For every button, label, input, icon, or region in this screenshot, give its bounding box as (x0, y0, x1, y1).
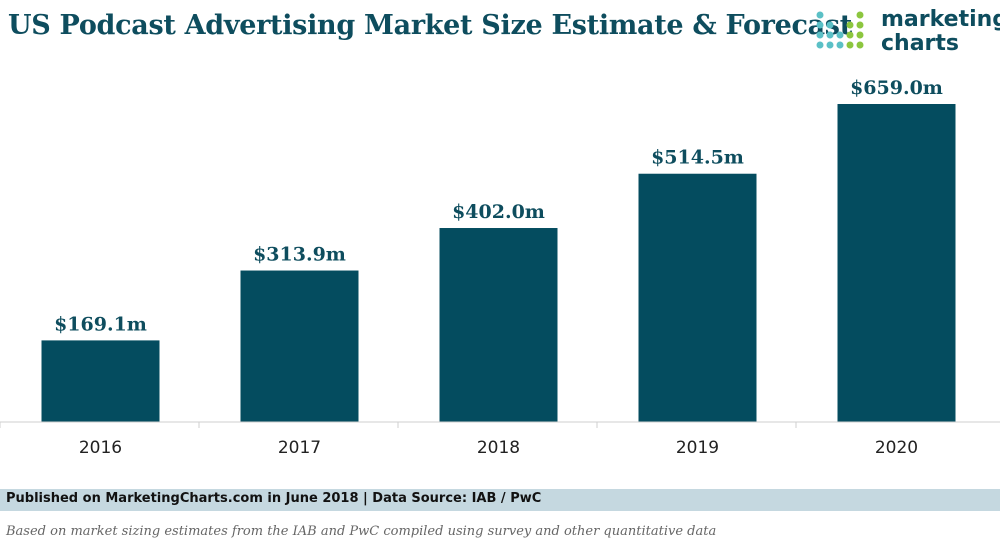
logo-dots-icon (816, 11, 864, 49)
bar-value-label-2016: $169.1m (54, 313, 147, 335)
chart-title: US Podcast Advertising Market Size Estim… (8, 10, 852, 41)
bar-2017 (240, 270, 359, 422)
marketingcharts-logo[interactable]: marketing charts (815, 8, 1000, 60)
footer-source-bar: Published on MarketingCharts.com in June… (0, 489, 1000, 511)
bar-value-label-2018: $402.0m (452, 201, 545, 223)
bar-2020 (837, 104, 956, 422)
bar-value-label-2020: $659.0m (850, 77, 943, 99)
footnote-text: Based on market sizing estimates from th… (6, 524, 717, 539)
logo-text: marketing charts (881, 8, 1000, 56)
x-tick-label-2016: 2016 (79, 438, 122, 458)
published-source-text: Published on MarketingCharts.com in June… (6, 491, 542, 506)
bar-2019 (638, 173, 757, 422)
bar-value-label-2019: $514.5m (651, 147, 744, 169)
bar-value-label-2017: $313.9m (253, 244, 346, 266)
logo-text-line2: charts (881, 31, 960, 56)
x-tick-label-2019: 2019 (676, 438, 719, 458)
bar-2016 (41, 340, 160, 422)
x-tick-label-2017: 2017 (278, 438, 321, 458)
logo-text-line1: marketing (881, 7, 1000, 32)
bar-2018 (439, 228, 558, 422)
bar-chart: $169.1m $313.9m $402.0m $514.5m $659.0m 2016… (0, 77, 1000, 458)
x-tick-label-2018: 2018 (477, 438, 520, 458)
x-tick-label-2020: 2020 (875, 438, 918, 458)
